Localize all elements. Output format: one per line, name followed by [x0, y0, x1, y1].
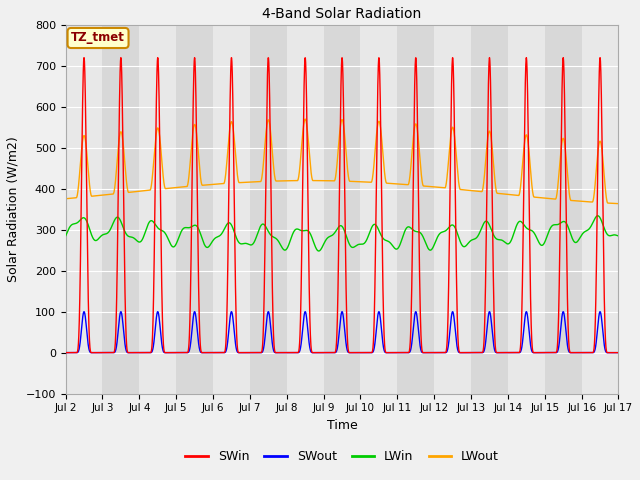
LWin	[614, 233, 622, 239]
LWin	[466, 239, 474, 244]
LWout	[161, 185, 169, 191]
Line: LWin: LWin	[65, 216, 618, 251]
SWout	[80, 309, 88, 314]
Legend: SWin, SWout, LWin, LWout: SWin, SWout, LWin, LWout	[180, 445, 504, 468]
SWin	[322, 350, 330, 356]
SWin	[80, 55, 88, 60]
Bar	[434, 25, 471, 394]
SWin	[61, 350, 69, 356]
LWin	[315, 248, 323, 254]
Bar	[140, 25, 176, 394]
SWin	[614, 350, 622, 356]
SWin	[497, 350, 505, 356]
LWout	[436, 185, 444, 191]
Bar	[582, 25, 618, 394]
LWout	[497, 191, 505, 197]
Bar	[213, 25, 250, 394]
Bar	[360, 25, 397, 394]
Bar	[508, 25, 545, 394]
Y-axis label: Solar Radiation (W/m2): Solar Radiation (W/m2)	[7, 136, 20, 282]
LWout	[614, 201, 622, 206]
SWout	[161, 350, 169, 356]
LWin	[497, 237, 505, 243]
LWout	[322, 178, 330, 183]
SWout	[61, 350, 69, 356]
LWout	[301, 116, 309, 122]
Line: LWout: LWout	[65, 119, 618, 204]
LWout	[466, 188, 474, 193]
SWout	[497, 350, 505, 356]
SWout	[436, 350, 444, 356]
Line: SWout: SWout	[65, 312, 618, 353]
Text: TZ_tmet: TZ_tmet	[71, 32, 125, 45]
LWin	[436, 231, 444, 237]
SWout	[614, 350, 621, 356]
SWout	[614, 350, 622, 356]
SWin	[466, 350, 474, 356]
LWin	[614, 233, 622, 239]
X-axis label: Time: Time	[326, 419, 357, 432]
LWin	[161, 230, 169, 236]
SWin	[161, 350, 169, 356]
LWin	[61, 233, 69, 239]
Bar	[65, 25, 102, 394]
LWin	[322, 238, 330, 243]
SWout	[466, 350, 474, 356]
LWin	[594, 213, 602, 219]
LWout	[61, 196, 69, 202]
SWin	[436, 350, 444, 356]
Line: SWin: SWin	[65, 58, 618, 353]
Bar	[287, 25, 324, 394]
SWin	[614, 350, 621, 356]
SWout	[322, 350, 330, 356]
Title: 4-Band Solar Radiation: 4-Band Solar Radiation	[262, 7, 422, 21]
LWout	[614, 201, 621, 206]
